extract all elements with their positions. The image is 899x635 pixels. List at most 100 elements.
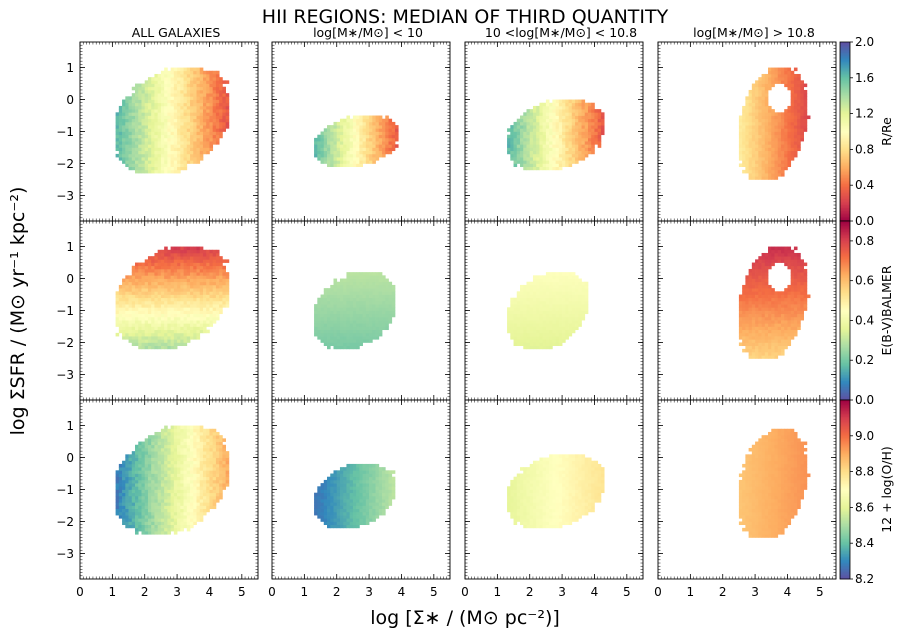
heatmap-cell — [186, 307, 191, 311]
heatmap-cell — [378, 153, 383, 158]
heatmap-cell — [771, 125, 775, 129]
heatmap-cell — [118, 157, 123, 161]
heatmap-cell — [157, 304, 162, 308]
heatmap-cell — [352, 275, 357, 279]
heatmap-cell — [144, 128, 149, 132]
heatmap-cell — [125, 153, 129, 158]
heatmap-cell — [327, 313, 331, 318]
heatmap-cell — [173, 128, 178, 132]
heatmap-cell — [170, 313, 175, 318]
heatmap-cell — [333, 125, 338, 129]
heatmap-cell — [526, 147, 531, 152]
heatmap-cell — [147, 93, 152, 97]
heatmap-cell — [587, 115, 592, 120]
heatmap-cell — [784, 131, 788, 136]
heatmap-cell — [215, 109, 220, 113]
heatmap-cell — [219, 115, 223, 120]
heatmap-cell — [365, 310, 370, 315]
heatmap-cell — [135, 105, 139, 110]
heatmap-cell — [356, 291, 360, 295]
heatmap-cell — [323, 141, 328, 145]
heatmap-cell — [186, 252, 191, 257]
heatmap-cell — [552, 128, 556, 132]
heatmap-cell — [151, 307, 155, 311]
heatmap-cell — [755, 131, 759, 136]
heatmap-cell — [215, 115, 220, 120]
heatmap-cell — [186, 141, 191, 145]
column-title-all: ALL GALAXIES — [132, 25, 221, 40]
heatmap-cell — [594, 118, 599, 123]
heatmap-cell — [758, 163, 762, 168]
heatmap-cell — [186, 77, 191, 81]
heatmap-cell — [118, 150, 123, 155]
heatmap-cell — [352, 115, 357, 120]
heatmap-cell — [147, 160, 152, 164]
heatmap-cell — [327, 137, 331, 142]
heatmap-cell — [144, 291, 149, 295]
heatmap-cell — [761, 173, 766, 177]
heatmap-cell — [346, 281, 351, 286]
heatmap-cell — [571, 137, 576, 142]
heatmap-cell — [365, 272, 370, 276]
heatmap-cell — [173, 259, 178, 263]
heatmap-cell — [144, 153, 149, 158]
heatmap-cell — [793, 131, 798, 136]
heatmap-cell — [190, 294, 194, 299]
heatmap-cell — [755, 147, 759, 152]
heatmap-cell — [372, 134, 376, 139]
heatmap-cell — [751, 176, 756, 180]
heatmap-cell — [526, 121, 531, 126]
heatmap-cell — [151, 313, 155, 318]
heatmap-cell — [206, 134, 210, 139]
heatmap-cell — [131, 86, 136, 91]
heatmap-cell — [177, 316, 181, 321]
heatmap-cell — [131, 342, 136, 347]
heatmap-cell — [160, 169, 165, 174]
heatmap-cell — [144, 316, 149, 321]
heatmap-cell — [542, 125, 547, 129]
heatmap-cell — [552, 147, 556, 152]
heatmap-cell — [199, 147, 204, 152]
heatmap-cell — [173, 265, 178, 270]
heatmap-cell — [118, 288, 123, 292]
heatmap-cell — [764, 77, 769, 81]
heatmap-cell — [202, 70, 207, 75]
heatmap-cell — [222, 86, 226, 91]
heatmap-cell — [352, 153, 357, 158]
heatmap-cell — [748, 121, 753, 126]
heatmap-cell — [784, 153, 788, 158]
heatmap-cell — [764, 176, 769, 180]
heatmap-cell — [173, 105, 178, 110]
heatmap-cell — [526, 109, 531, 113]
heatmap-cell — [177, 304, 181, 308]
heatmap-cell — [151, 329, 155, 334]
heatmap-cell — [336, 307, 341, 311]
heatmap-cell — [330, 160, 334, 164]
heatmap-cell — [591, 147, 595, 152]
heatmap-cell — [135, 342, 139, 347]
heatmap-cell — [122, 144, 126, 148]
heatmap-cell — [157, 121, 162, 126]
heatmap-cell — [183, 70, 188, 75]
heatmap-cell — [343, 125, 347, 129]
heatmap-cell — [539, 134, 544, 139]
heatmap-cell — [131, 96, 136, 100]
heatmap-cell — [761, 80, 766, 84]
heatmap-cell — [177, 147, 181, 152]
heatmap-cell — [141, 169, 146, 174]
heatmap-cell — [774, 73, 779, 78]
heatmap-cell — [333, 342, 338, 347]
heatmap-cell — [552, 109, 556, 113]
heatmap-cell — [536, 160, 540, 164]
heatmap-cell — [758, 77, 762, 81]
heatmap-cell — [800, 80, 804, 84]
heatmap-cell — [362, 294, 367, 299]
heatmap-cell — [806, 115, 811, 120]
heatmap-cell — [199, 77, 204, 81]
heatmap-cell — [391, 147, 396, 152]
heatmap-cell — [369, 320, 373, 324]
heatmap-cell — [359, 304, 363, 308]
heatmap-cell — [536, 141, 540, 145]
heatmap-cell — [170, 86, 175, 91]
heatmap-cell — [170, 128, 175, 132]
